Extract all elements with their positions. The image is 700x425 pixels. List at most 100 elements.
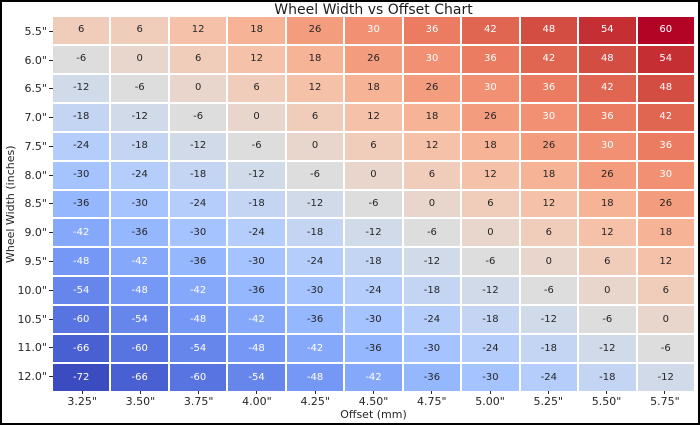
heatmap-cell: 26: [637, 190, 694, 218]
heatmap-cell: 18: [345, 74, 402, 102]
y-tick-mark: [49, 30, 53, 32]
heatmap-cell: -42: [111, 248, 168, 276]
heatmap-cell: 42: [462, 17, 519, 44]
heatmap-cell: 36: [637, 132, 694, 160]
x-tick-mark: [256, 391, 258, 394]
heatmap-cell: 0: [228, 103, 285, 131]
heatmap-cell: 42: [520, 45, 578, 73]
heatmap-cell: 54: [579, 17, 636, 44]
x-tick-label: 3.75": [183, 395, 214, 408]
y-tick-mark: [49, 174, 53, 176]
heatmap-cell: -72: [53, 364, 110, 391]
y-tick-label: 9.5": [24, 255, 47, 269]
heatmap-cell: -42: [53, 219, 110, 247]
heatmap-cell: -30: [228, 248, 285, 276]
heatmap-cell: -12: [403, 248, 461, 276]
y-tick-mark: [49, 88, 53, 90]
heatmap-cell: 12: [228, 45, 285, 73]
heatmap-cell: 6: [286, 103, 344, 131]
y-tick-mark: [49, 117, 53, 119]
heatmap-cell: 12: [579, 219, 636, 247]
heatmap-cell: -6: [169, 103, 227, 131]
heatmap-cell: -18: [345, 248, 402, 276]
x-tick-mark: [547, 391, 549, 394]
heatmap-cell: 12: [286, 74, 344, 102]
y-tick-item: 8.5": [2, 190, 53, 219]
heatmap-cell: 0: [286, 132, 344, 160]
heatmap-cell: -6: [345, 190, 402, 218]
heatmap-cell: -12: [520, 306, 578, 334]
heatmap-cell: -6: [286, 161, 344, 189]
heatmap-cell: 0: [520, 248, 578, 276]
heatmap-cell: 12: [345, 103, 402, 131]
x-tick-mark: [139, 391, 141, 394]
x-tick-label: 4.50": [358, 395, 389, 408]
y-tick-mark: [49, 289, 53, 291]
x-tick-item: 3.50": [111, 391, 169, 409]
heatmap-cell: -36: [228, 277, 285, 305]
y-tick-label: 6.0": [24, 53, 47, 67]
y-tick-label: 9.0": [24, 226, 47, 240]
heatmap-cell: 0: [111, 45, 168, 73]
heatmap-cell: 0: [579, 277, 636, 305]
heatmap-cell: 6: [169, 45, 227, 73]
heatmap-cell: -6: [579, 306, 636, 334]
y-tick-item: 10.0": [2, 276, 53, 305]
heatmap-cell: 26: [403, 74, 461, 102]
y-tick-item: 11.0": [2, 333, 53, 362]
heatmap-cell: 0: [169, 74, 227, 102]
heatmap-cell: 6: [579, 248, 636, 276]
x-tick-label: 4.25": [300, 395, 330, 408]
heatmap-cell: 42: [637, 103, 694, 131]
heatmap-cell: 0: [637, 306, 694, 334]
y-tick-mark: [49, 232, 53, 234]
heatmap-cell: -6: [637, 335, 694, 363]
y-tick-item: 10.5": [2, 305, 53, 334]
x-tick-mark: [606, 391, 608, 394]
heatmap-cell: 36: [462, 45, 519, 73]
heatmap-cell: -24: [345, 277, 402, 305]
x-tick-item: 4.25": [286, 391, 344, 409]
heatmap-cell: -6: [53, 45, 110, 73]
heatmap-cell: -18: [286, 219, 344, 247]
x-tick-mark: [372, 391, 374, 394]
x-tick-mark: [489, 391, 491, 394]
heatmap-cell: -36: [169, 248, 227, 276]
x-tick-mark: [81, 391, 83, 394]
heatmap-cell: 26: [462, 103, 519, 131]
heatmap-cell: 6: [53, 17, 110, 44]
x-tick-label: 5.00": [475, 395, 505, 408]
x-tick-mark: [431, 391, 433, 394]
y-tick-item: 6.5": [2, 75, 53, 104]
y-tick-label: 10.0": [17, 283, 47, 297]
heatmap-cell: -54: [53, 277, 110, 305]
x-axis-title: Offset (mm): [340, 408, 407, 421]
heatmap-cell: 30: [345, 17, 402, 44]
y-tick-label: 12.0": [17, 370, 47, 384]
heatmap-cell: -12: [345, 219, 402, 247]
heatmap-cell: 26: [520, 132, 578, 160]
x-tick-label: 4.00": [242, 395, 272, 408]
heatmap-cell: 48: [520, 17, 578, 44]
heatmap-cell: -66: [111, 364, 168, 391]
heatmap-cell: 18: [403, 103, 461, 131]
heatmap-cell: -18: [169, 161, 227, 189]
heatmap-cell: 42: [579, 74, 636, 102]
heatmap-cell: -6: [228, 132, 285, 160]
y-tick-mark: [49, 347, 53, 349]
heatmap-cell: -24: [111, 161, 168, 189]
heatmap-cell: 18: [579, 190, 636, 218]
heatmap-cell: 6: [403, 161, 461, 189]
heatmap-cell: -42: [286, 335, 344, 363]
heatmap-cell: -18: [520, 335, 578, 363]
heatmap-cell: 12: [169, 17, 227, 44]
x-tick-item: 5.00": [461, 391, 519, 409]
heatmap-cell: -48: [169, 306, 227, 334]
heatmap-cell: -18: [53, 103, 110, 131]
heatmap-cell: 26: [579, 161, 636, 189]
heatmap-cell: -30: [345, 306, 402, 334]
y-tick-item: 7.0": [2, 103, 53, 132]
heatmap-cell: -24: [286, 248, 344, 276]
y-tick-item: 7.5": [2, 132, 53, 161]
heatmap-cell: 48: [637, 74, 694, 102]
